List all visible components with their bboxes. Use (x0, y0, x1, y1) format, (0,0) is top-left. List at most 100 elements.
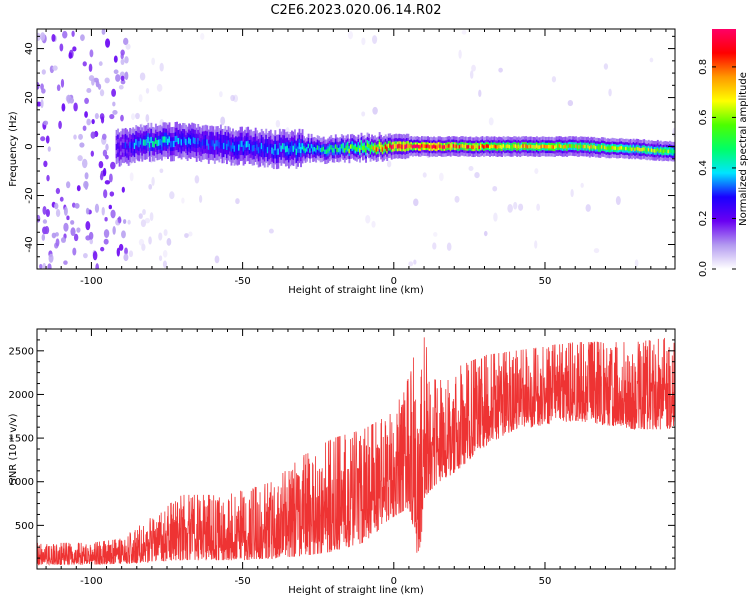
spectrogram-cell (534, 240, 538, 249)
spectrogram-cell (670, 149, 673, 154)
spectrogram-cell (543, 144, 546, 149)
spectrogram-cell (325, 149, 328, 154)
spectrogram-cell (414, 144, 417, 149)
spectrogram-cell (493, 212, 498, 222)
spectrogram-cell (90, 150, 94, 157)
spectrogram-cell (138, 141, 141, 148)
spectrogram-cell (408, 261, 414, 267)
spectrogram-cell (448, 144, 451, 148)
spectrogram-cell (548, 144, 550, 149)
spectrogram-cell (117, 216, 122, 224)
spectrogram-cell (109, 114, 115, 120)
spectrogram-cell (129, 142, 132, 149)
spectrogram-cell (151, 176, 155, 187)
spectrogram-cell (55, 238, 60, 247)
spectrogram-cell (194, 175, 200, 184)
spectrogram-cell (321, 147, 324, 153)
spectrogram-cell (599, 146, 602, 150)
spectrogram-cell (608, 88, 612, 97)
spectrogram-cell (112, 110, 118, 115)
spectrogram-cell (37, 214, 41, 223)
spectrogram-cell (216, 140, 219, 147)
spectrogram-cell (138, 213, 143, 219)
spectrogram-cell (492, 144, 494, 149)
spectrogram-cell (495, 144, 498, 149)
spectrogram-cell (424, 144, 426, 148)
spectrogram-cell (91, 78, 95, 86)
spectrogram-cell (544, 144, 547, 149)
spectrogram-cell (37, 32, 41, 41)
spectrogram-cell (272, 148, 275, 156)
spectrogram-cell (219, 91, 223, 98)
spectrogram-cell (254, 141, 257, 148)
spectrogram-cell (510, 145, 513, 149)
spectrogram-cell (78, 133, 83, 140)
spectrogram-cell (309, 148, 312, 153)
spectrogram-cell (145, 138, 148, 146)
spectrogram-cell (664, 149, 667, 153)
spectrogram-cell (144, 217, 151, 224)
spectrogram-cell (301, 143, 304, 150)
spectrogram-cell (100, 116, 105, 124)
spectrogram-cell (295, 148, 298, 155)
spectrogram-cell (659, 148, 662, 153)
spectrogram-cell (318, 146, 321, 151)
spectrogram-cell (214, 255, 220, 264)
spectrogram-cell (162, 136, 165, 143)
spectrogram-cell (534, 168, 539, 174)
spectrogram-cell (327, 148, 330, 153)
spectrogram-cell (558, 144, 561, 148)
spectrogram-cell (464, 144, 467, 149)
spectrogram-cell (112, 226, 116, 235)
spectrogram-cell (384, 144, 387, 149)
spectrogram-cell (600, 145, 603, 149)
snr-x-tick-label: 50 (539, 576, 552, 587)
spectrogram-cell (230, 145, 233, 152)
spectrogram-cell (66, 215, 70, 221)
spectrogram-cell (51, 232, 57, 239)
spectrogram-x-tick-label: -50 (234, 276, 250, 287)
spectrogram-cell (130, 142, 133, 150)
spectrogram-y-tick-label: 20 (24, 91, 35, 104)
spectrogram-cell (386, 146, 389, 151)
spectrogram-cell (145, 114, 150, 123)
spectrogram-cell (668, 148, 671, 153)
spectrogram-cell (479, 144, 482, 149)
spectrogram-cell (135, 139, 138, 146)
spectrogram-cell (334, 144, 337, 149)
spectrogram-cell (649, 57, 654, 63)
spectrogram-cell (105, 143, 109, 151)
spectrogram-cell (269, 143, 272, 150)
spectrogram-cell (449, 145, 452, 149)
spectrogram-cell (63, 206, 68, 216)
spectrogram-cell (215, 140, 218, 147)
colorbar-ticks: 0.0 0.2 0.4 0.6 0.8 (698, 59, 736, 277)
spectrogram-cell (488, 117, 494, 126)
colorbar-tick-label: 0.4 (698, 160, 709, 176)
spectrogram-cell (458, 49, 462, 59)
spectrogram-cell (251, 145, 254, 152)
spectrogram-cell (531, 144, 534, 149)
spectrogram-cell (58, 120, 62, 130)
spectrogram-cell (123, 142, 126, 150)
spectrogram-cell (139, 72, 146, 81)
spectrogram-cell (608, 146, 611, 151)
spectrogram-cell (153, 141, 156, 148)
spectrogram-cell (490, 144, 493, 148)
spectrogram-cell (366, 142, 369, 148)
spectrogram-cell (110, 161, 116, 170)
spectrogram-cell (41, 234, 46, 241)
spectrogram-y-label: Frequency (Hz) (8, 111, 19, 187)
spectrogram-cell (404, 144, 407, 150)
spectrogram-cell (576, 145, 579, 149)
spectrogram-cell (673, 149, 675, 154)
spectrogram-cell (101, 206, 105, 216)
colorbar-tick-label: 0.2 (698, 211, 709, 227)
spectrogram-cell (76, 185, 81, 192)
spectrogram-cell (493, 144, 496, 148)
spectrogram-cell (352, 145, 355, 150)
spectrogram-cell (101, 29, 106, 35)
spectrogram-cell (113, 69, 119, 75)
spectrogram-cell (566, 145, 569, 149)
